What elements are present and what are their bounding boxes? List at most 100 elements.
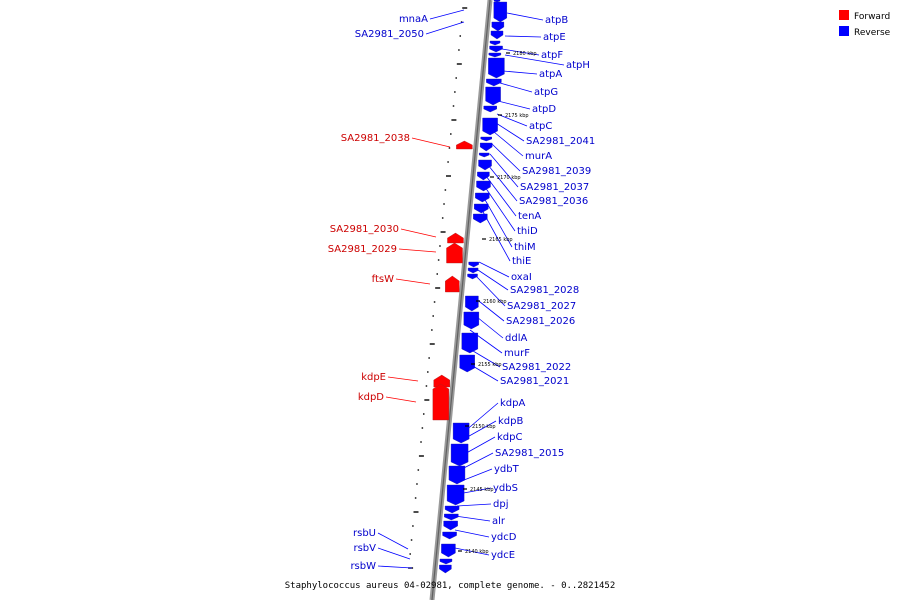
reverse-gene — [489, 45, 503, 53]
label-leader-line — [458, 468, 493, 483]
reverse-gene — [482, 117, 498, 136]
gene-features — [432, 0, 508, 574]
gene-label: atpG — [534, 87, 558, 98]
gene-label: thiM — [514, 242, 536, 253]
reverse-gene — [478, 159, 492, 171]
reverse-gene — [475, 192, 490, 203]
scale-label: 2145 kbp — [470, 487, 494, 493]
gene-label: SA2981_2050 — [355, 29, 424, 40]
label-leader-line — [471, 312, 504, 339]
label-leader-line — [481, 209, 511, 262]
gene-label: kdpD — [358, 392, 384, 403]
label-leader-line — [457, 487, 492, 495]
forward-gene — [446, 242, 463, 264]
scale-label: 2160 kbp — [483, 299, 507, 305]
gene-label: thiE — [512, 256, 531, 267]
gene-label: SA2981_2027 — [507, 301, 576, 312]
gene-label: ydcD — [491, 532, 517, 543]
label-leader-line — [454, 547, 490, 556]
forward-gene — [445, 275, 460, 293]
reverse-gene — [439, 564, 452, 574]
label-leader-line — [504, 54, 565, 66]
genome-backbone — [429, 0, 493, 600]
scale-label: 2150 kbp — [472, 424, 496, 430]
reverse-gene — [477, 171, 490, 181]
gene-label: kdpA — [500, 398, 525, 409]
reverse-gene — [490, 30, 504, 40]
reverse-gene — [442, 531, 457, 540]
label-leader-line — [469, 329, 503, 354]
reverse-gene — [450, 443, 469, 467]
gene-label: SA2981_2039 — [522, 166, 591, 177]
gene-label: SA2981_2037 — [520, 182, 589, 193]
scale-label: 2165 kbp — [489, 237, 513, 243]
reverse-gene — [439, 558, 453, 565]
gene-label: atpA — [539, 69, 562, 80]
reverse-gene — [493, 0, 501, 3]
label-leader-line — [395, 278, 431, 285]
label-leader-line — [454, 515, 491, 522]
label-leader-line — [425, 21, 465, 35]
gene-label: atpB — [545, 15, 568, 26]
scale-label: 2155 kbp — [478, 362, 502, 368]
label-leader-line — [429, 9, 465, 20]
label-leader-line — [483, 197, 513, 248]
legend-swatch-forward — [839, 10, 849, 20]
reverse-gene — [488, 52, 502, 58]
reverse-gene — [448, 465, 466, 485]
gene-label: atpH — [566, 60, 590, 71]
gene-label: thiD — [517, 226, 538, 237]
gene-label: kdpC — [497, 432, 522, 443]
label-leader-line — [489, 153, 519, 188]
legend-swatch-reverse — [839, 26, 849, 36]
reverse-gene — [444, 513, 459, 521]
reverse-gene — [465, 295, 479, 312]
label-leader-line — [504, 35, 542, 38]
gene-label: kdpE — [361, 372, 386, 383]
label-leader-line — [460, 436, 496, 457]
reverse-gene — [446, 484, 465, 506]
tick-marks — [408, 7, 468, 569]
gene-label: ydbT — [494, 464, 520, 475]
label-leader-line — [495, 122, 525, 142]
reverse-gene — [479, 152, 490, 158]
label-leader-line — [502, 70, 538, 75]
label-leader-line — [497, 100, 531, 110]
reverse-gene — [486, 78, 502, 87]
reverse-gene — [493, 1, 508, 23]
label-leader-line — [499, 82, 533, 93]
gene-label: rsbU — [353, 528, 376, 539]
forward-gene — [447, 232, 464, 244]
label-leader-line — [474, 297, 505, 322]
reverse-gene — [461, 332, 479, 354]
reverse-gene — [480, 136, 492, 142]
gene-label: dpj — [493, 499, 508, 510]
label-leader-line — [461, 420, 497, 441]
reverse-gene — [491, 21, 505, 32]
gene-label: SA2981_2041 — [526, 136, 595, 147]
gene-label: atpC — [529, 121, 552, 132]
label-leader-line — [377, 565, 413, 569]
label-leader-line — [400, 228, 437, 238]
gene-label: ydbS — [493, 483, 518, 494]
label-leader-line — [496, 113, 528, 127]
label-leader-line — [493, 131, 524, 157]
label-leader-line — [467, 347, 501, 368]
gene-label: rsbW — [350, 561, 376, 572]
gene-label: SA2981_2036 — [519, 196, 588, 207]
gene-label: ddlA — [505, 333, 527, 344]
reverse-gene — [473, 213, 488, 224]
label-leader-line — [491, 143, 521, 172]
label-leaders — [377, 9, 565, 569]
label-leader-line — [459, 452, 494, 471]
reverse-gene — [444, 505, 460, 514]
gene-label: SA2981_2030 — [330, 224, 399, 235]
gene-label: alr — [492, 516, 506, 527]
reverse-gene — [479, 142, 493, 152]
gene-label: murA — [525, 151, 552, 162]
label-leader-line — [398, 248, 437, 253]
reverse-gene — [476, 180, 491, 192]
gene-label: SA2981_2028 — [510, 285, 579, 296]
label-leader-line — [454, 529, 490, 538]
